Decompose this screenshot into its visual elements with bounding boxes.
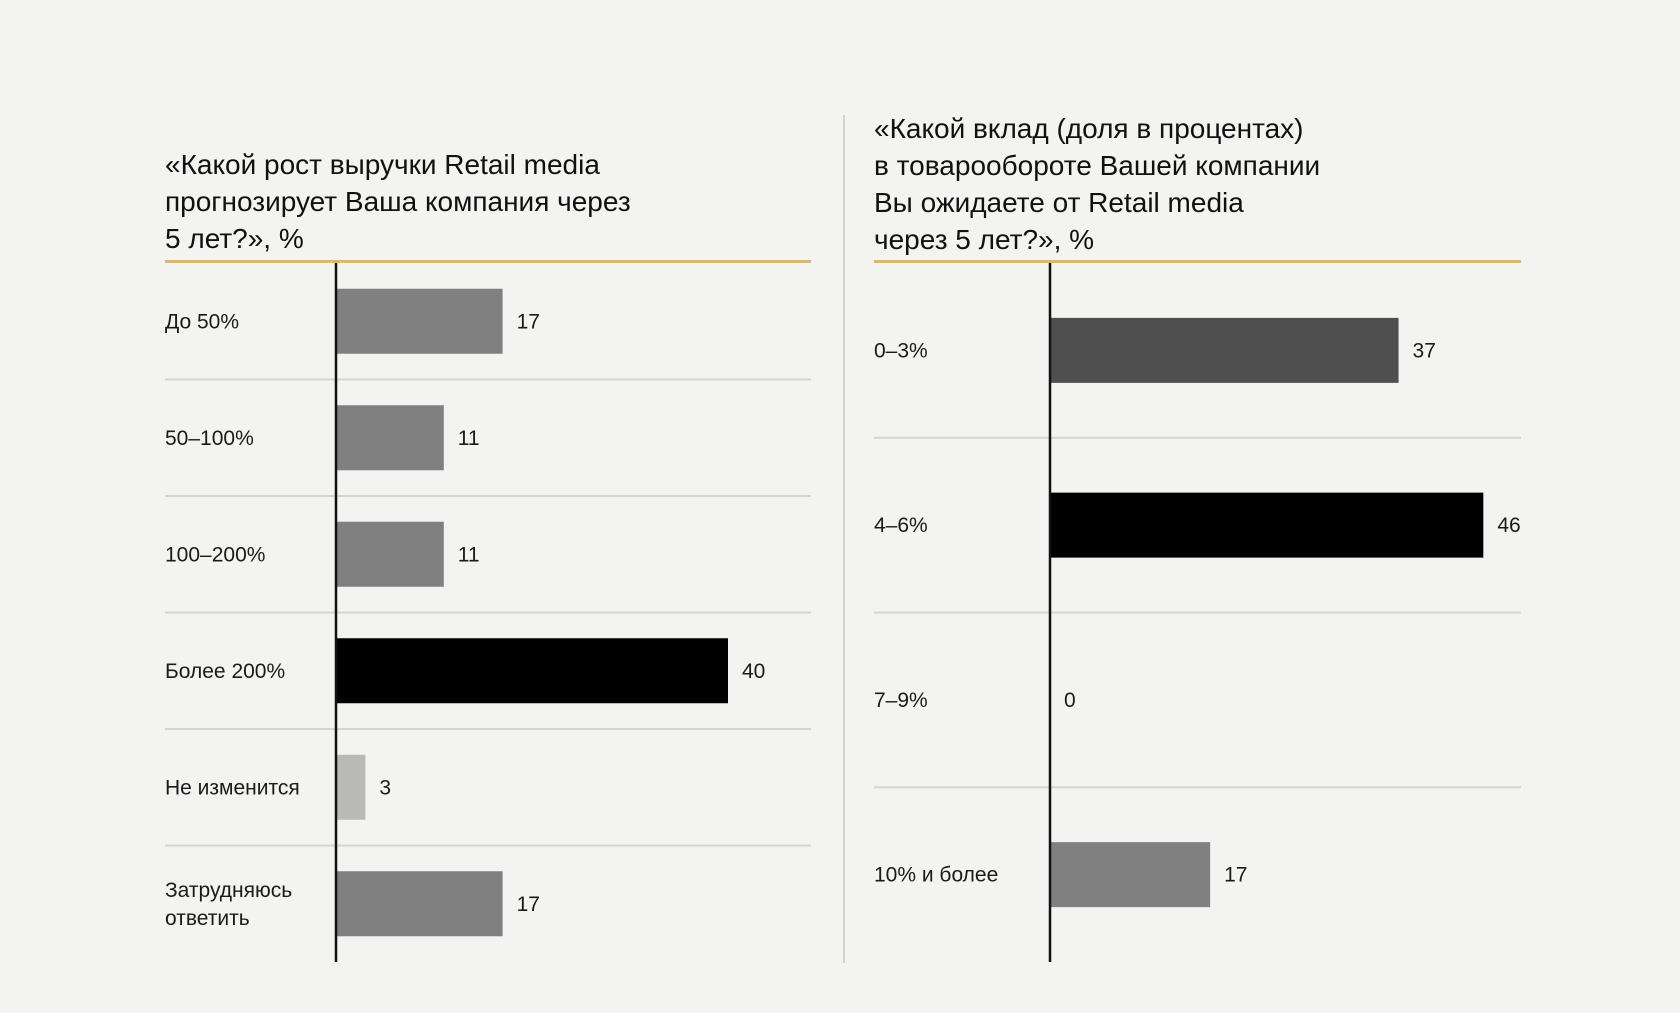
category-label: Не изменится (165, 776, 300, 799)
data-label: 0 (1064, 689, 1076, 712)
category-label: 4–6% (874, 514, 928, 537)
data-label: 17 (517, 893, 540, 916)
data-label: 11 (458, 543, 480, 566)
data-label: 3 (379, 776, 391, 799)
bar (336, 871, 503, 937)
category-label: 7–9% (874, 689, 928, 712)
data-label: 11 (458, 427, 480, 450)
bar (1050, 317, 1399, 383)
data-label: 17 (1224, 864, 1247, 887)
category-label: 50–100% (165, 427, 254, 450)
category-label: 10% и более (874, 864, 998, 887)
bar-plot: До 50% 17 50–100% 11 100–200% 11 Более 200% 40 Н… (165, 260, 811, 962)
title-underline (165, 260, 811, 263)
bar (1050, 492, 1484, 558)
data-label: 17 (517, 310, 540, 333)
data-label: 37 (1413, 339, 1436, 362)
bar (336, 405, 444, 471)
revenue-growth-chart: «Какой рост выручки Retail media прогноз… (165, 0, 811, 1013)
category-label: Затрудняюсь ответить (165, 879, 292, 930)
bar (336, 288, 503, 354)
bar (336, 638, 728, 704)
data-label: 46 (1497, 514, 1520, 537)
category-label: 100–200% (165, 543, 265, 566)
bar-plot: 0–3% 37 4–6% 46 7–9% 0 10% и более 17 (874, 260, 1521, 962)
bar (1050, 842, 1211, 908)
data-label: 40 (742, 660, 765, 683)
bar (336, 754, 366, 820)
category-label: До 50% (165, 310, 239, 333)
title-underline (874, 260, 1521, 263)
chart-title: «Какой вклад (доля в процентах) в товаро… (874, 113, 1321, 255)
category-label: 0–3% (874, 339, 928, 362)
chart-title: «Какой рост выручки Retail media прогноз… (165, 149, 631, 254)
bar (336, 521, 444, 587)
column-divider (843, 115, 845, 963)
category-label: Более 200% (165, 660, 285, 683)
turnover-share-chart: «Какой вклад (доля в процентах) в товаро… (874, 0, 1521, 1013)
